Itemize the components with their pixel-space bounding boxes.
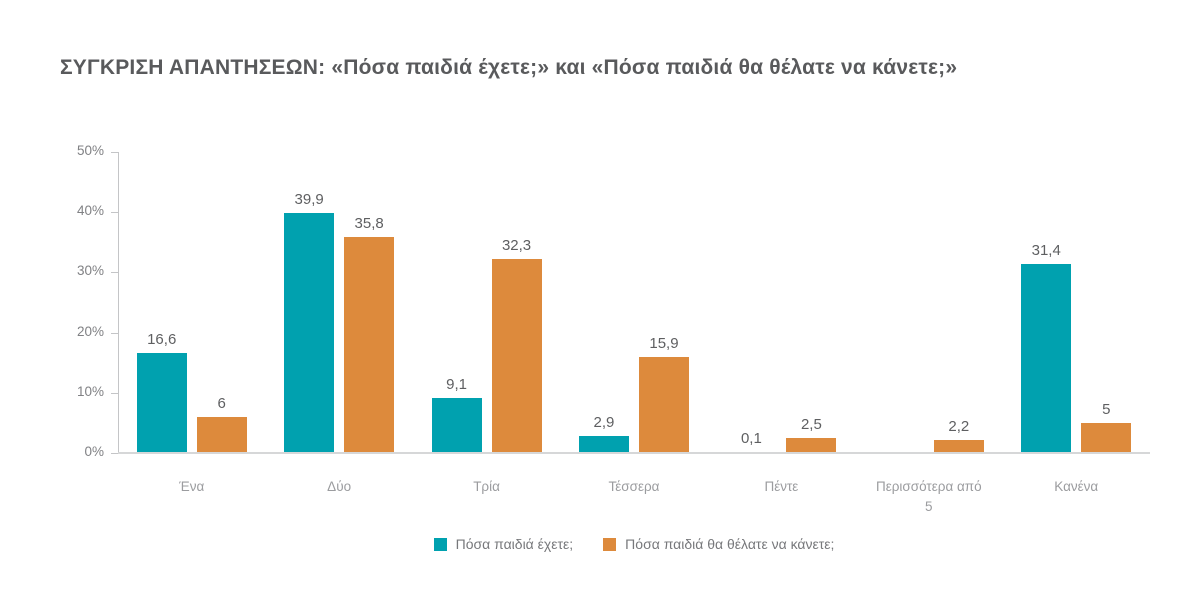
- legend-swatch-series-1: [433, 537, 447, 551]
- bar-slot: 35,8: [344, 215, 395, 453]
- y-axis-tick-mark: [111, 333, 118, 334]
- bar-slot: 32,3: [491, 237, 542, 453]
- bar-value-label: 15,9: [649, 335, 679, 352]
- y-axis-tick-label: 40%: [76, 203, 104, 218]
- bar-slot: 0,1: [726, 430, 777, 453]
- bar-value-label: 9,1: [446, 376, 467, 393]
- bar-slot: 2,5: [786, 416, 837, 453]
- bar-value-label: 2,5: [800, 416, 822, 433]
- bar-series-1: [431, 398, 482, 453]
- bar-slot: 2,9: [578, 414, 629, 453]
- bar-value-label: 2,2: [948, 418, 970, 435]
- bar-slot: 15,9: [638, 335, 689, 453]
- bar-value-label: 5: [1102, 401, 1111, 418]
- bar-slot: 16,6: [136, 331, 187, 453]
- category-label: Δύο: [265, 477, 412, 518]
- bar-value-label: 2,9: [593, 414, 615, 431]
- bar-series-2: [786, 438, 837, 453]
- bar-slot: 6: [196, 395, 247, 453]
- x-axis-category-labels: Ένα Δύο Τρία Τέσσερα Πέντε Περισσότερα από 5 Κ…: [118, 477, 1150, 518]
- chart-title: ΣΥΓΚΡΙΣΗ ΑΠΑΝΤΗΣΕΩΝ: «Πόσα παιδιά έχετε;…: [60, 56, 958, 79]
- bar-value-label: 6: [217, 395, 226, 412]
- bar-group: 39,9 35,8: [265, 140, 412, 453]
- bar-group: 31,4 5: [1003, 140, 1150, 453]
- y-axis-tick-label: 10%: [76, 384, 104, 399]
- bar-series-2: [1081, 423, 1132, 453]
- bar-group: 0,1 2,5: [708, 140, 855, 453]
- bar-value-label: 32,3: [501, 237, 532, 254]
- y-axis-tick-mark: [111, 272, 118, 273]
- bar-value-label: 35,8: [354, 215, 384, 232]
- bar-slot: 31,4: [1021, 242, 1072, 453]
- bar-value-label: 39,9: [294, 191, 324, 208]
- legend-label: Πόσα παιδιά θα θέλατε να κάνετε;: [625, 536, 835, 552]
- plot-area: 16,6 6 39,9 35,8 9,1 32,3 2,9 15,9 0,1 2,5 2,2 31,4…: [118, 140, 1150, 453]
- category-label-text: Δύο: [327, 479, 352, 494]
- bar-series-2: [196, 417, 247, 453]
- category-label: Κανένα: [1003, 477, 1150, 518]
- bar-group: 16,6 6: [118, 140, 265, 453]
- bar-series-1: [284, 213, 335, 453]
- bar-slot: 5: [1081, 401, 1132, 453]
- y-axis-tick-mark: [111, 152, 118, 153]
- bar-value-label: 0,1: [740, 430, 762, 447]
- bar-series-1: [1021, 264, 1072, 453]
- legend: Πόσα παιδιά έχετε; Πόσα παιδιά θα θέλατε …: [118, 536, 1150, 552]
- bar-series-1: [136, 353, 187, 453]
- bar-group: 2,2: [855, 140, 1002, 453]
- category-label: Περισσότερα από 5: [855, 477, 1002, 518]
- y-axis-tick-label: 0%: [84, 444, 104, 459]
- legend-item: Πόσα παιδιά θα θέλατε να κάνετε;: [603, 536, 834, 552]
- bar-slot: 2,2: [933, 418, 984, 453]
- bar-series-2: [933, 440, 984, 453]
- category-label-text: Περισσότερα από 5: [875, 479, 982, 515]
- category-label: Ένα: [118, 477, 265, 518]
- y-axis-tick-label: 50%: [76, 143, 104, 158]
- bar-value-label: 16,6: [147, 331, 177, 348]
- bar-series-1: [578, 436, 629, 453]
- category-label: Τρία: [413, 477, 560, 518]
- category-label-text: Κανένα: [1054, 479, 1099, 494]
- bar-value-label: 31,4: [1031, 242, 1061, 259]
- y-axis-tick-mark: [111, 453, 118, 454]
- y-axis-tick-label: 30%: [76, 263, 104, 278]
- bar-series-2: [344, 237, 395, 453]
- legend-label: Πόσα παιδιά έχετε;: [455, 536, 574, 552]
- bar-group: 9,1 32,3: [413, 140, 560, 453]
- category-label-text: Πέντε: [764, 479, 799, 494]
- y-axis-tick-mark: [111, 393, 118, 394]
- y-axis-tick-mark: [111, 212, 118, 213]
- category-label: Πέντε: [708, 477, 855, 518]
- category-label: Τέσσερα: [560, 477, 707, 518]
- bar-slot: 39,9: [284, 191, 335, 453]
- bar-slot: 9,1: [431, 376, 482, 453]
- category-label-text: Τρία: [473, 479, 500, 494]
- legend-item: Πόσα παιδιά έχετε;: [433, 536, 574, 552]
- bar-series-2: [491, 259, 542, 453]
- y-axis-tick-label: 20%: [76, 324, 104, 339]
- bar-series-2: [638, 357, 689, 453]
- category-label-text: Τέσσερα: [608, 479, 660, 494]
- bar-group: 2,9 15,9: [560, 140, 707, 453]
- category-label-text: Ένα: [179, 479, 205, 494]
- legend-swatch-series-2: [603, 537, 617, 551]
- y-axis-line: [118, 152, 119, 453]
- x-axis-line: [118, 452, 1150, 454]
